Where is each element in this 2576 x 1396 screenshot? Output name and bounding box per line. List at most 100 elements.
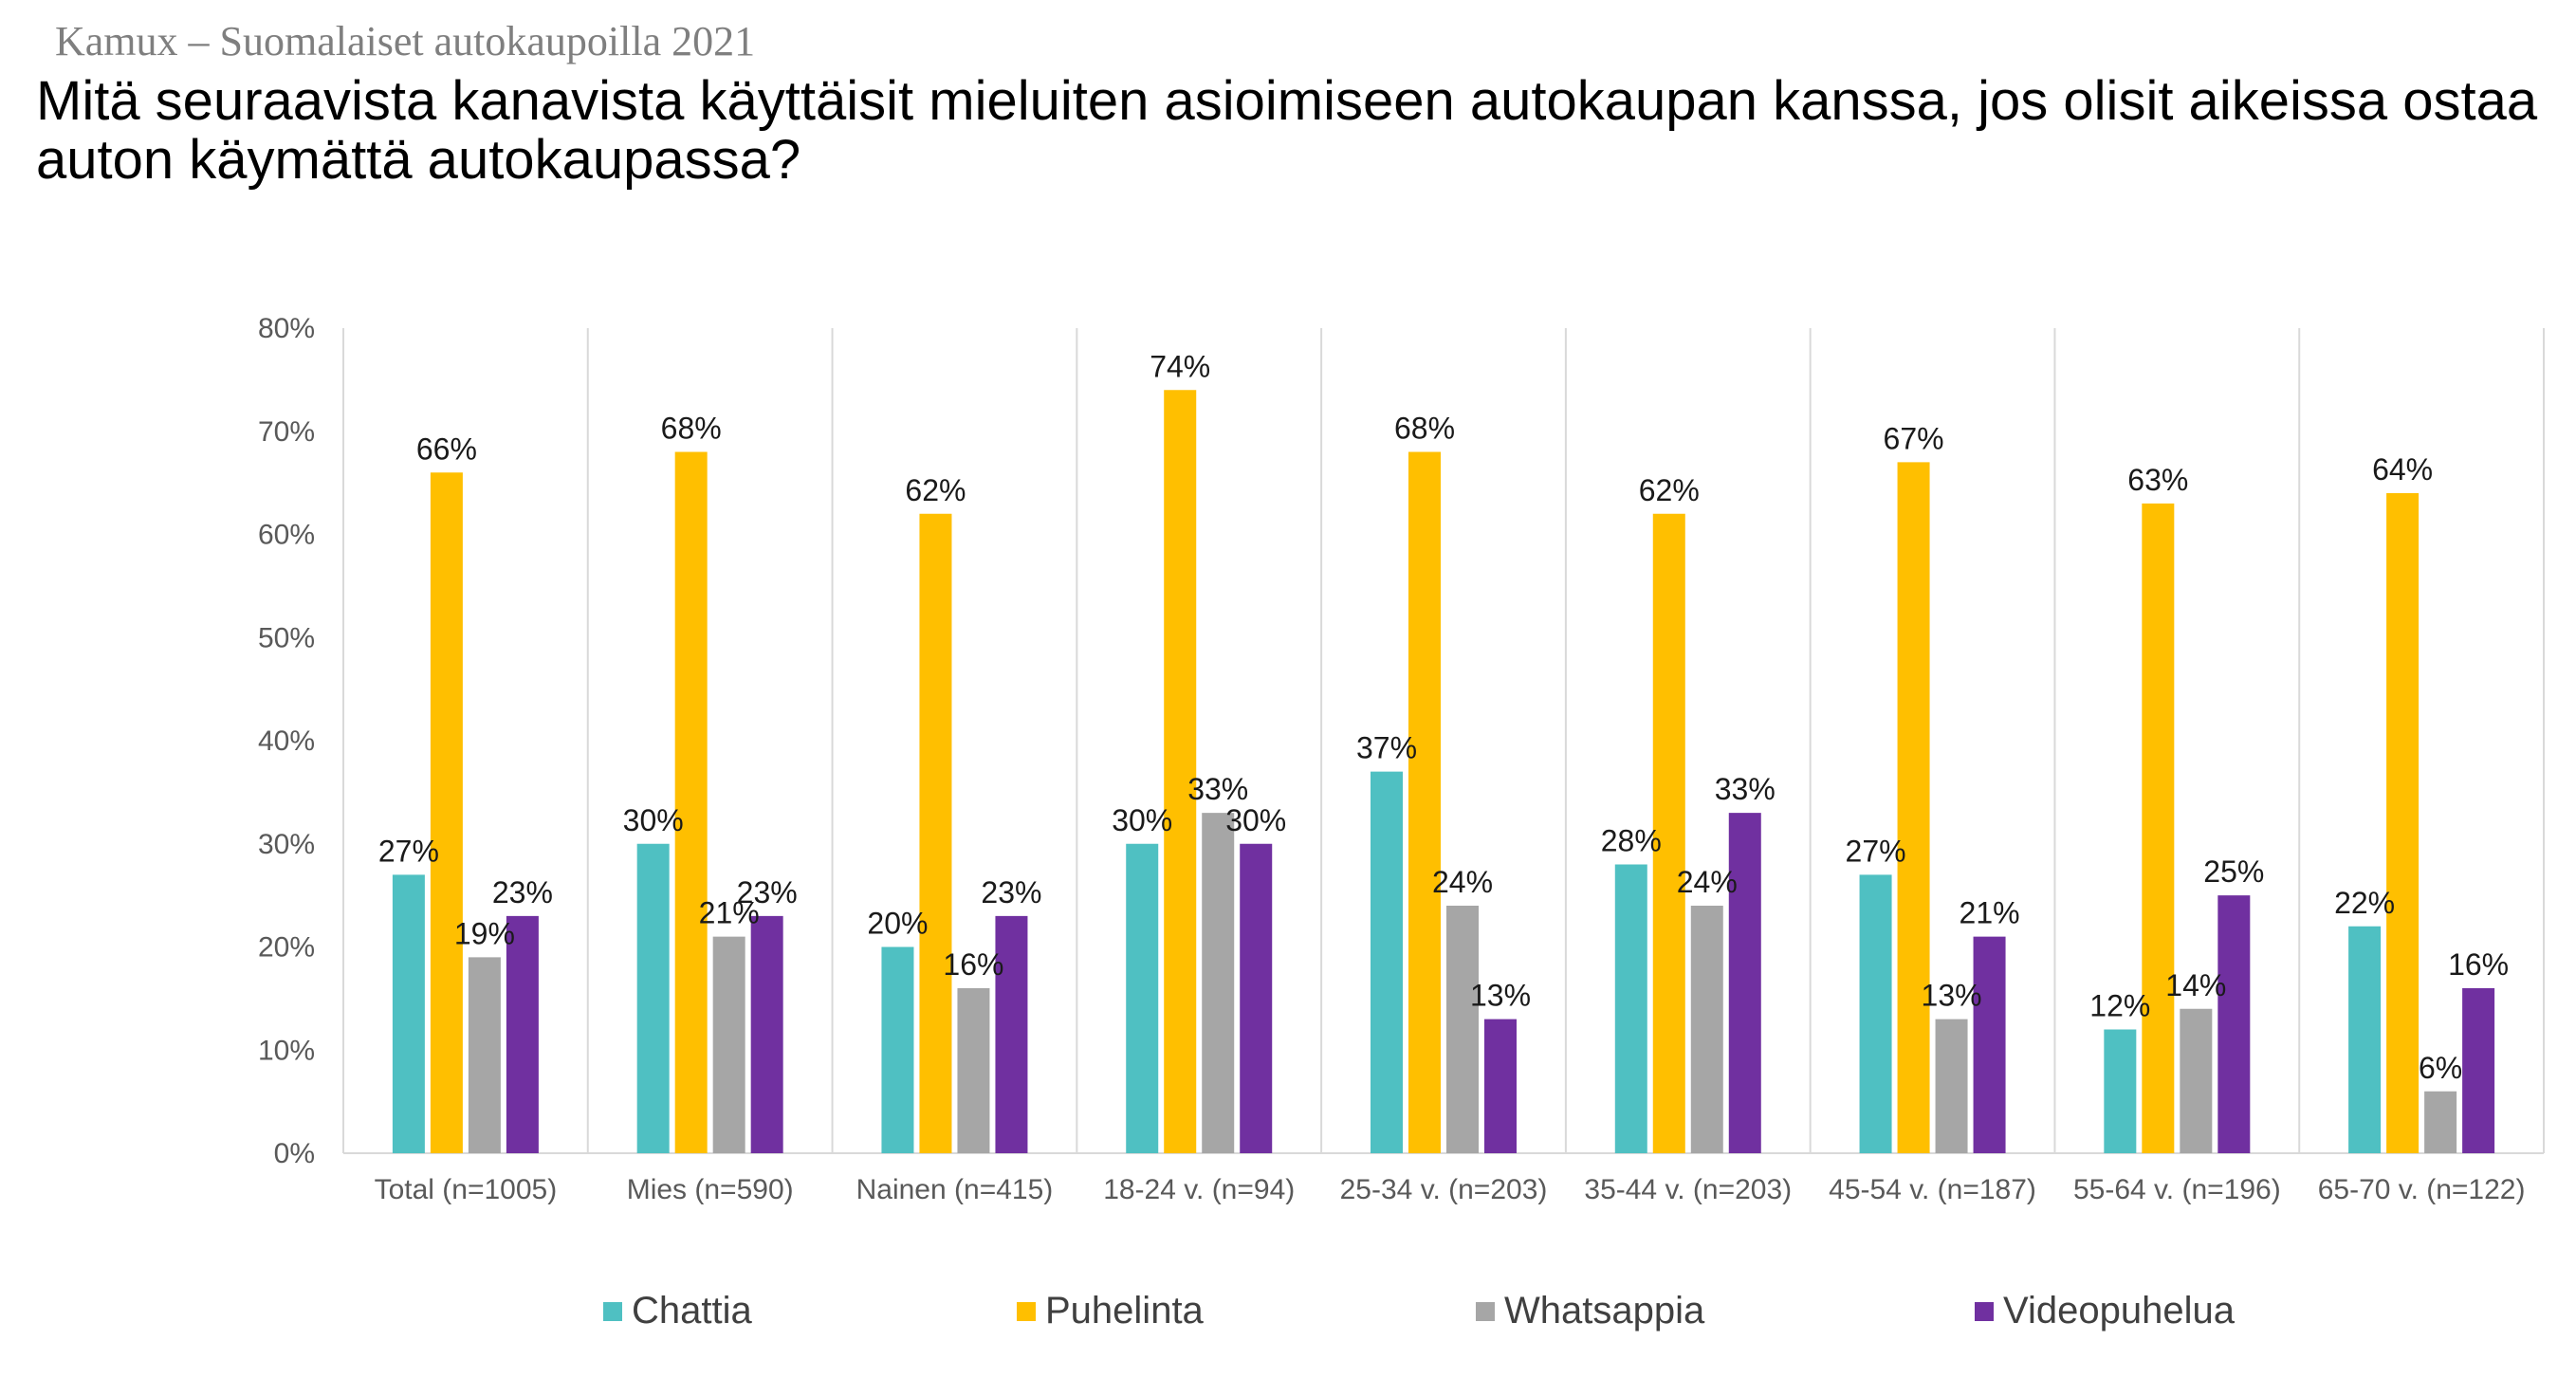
data-label: 28% [1601,824,1662,858]
data-label: 23% [737,875,798,909]
data-label: 30% [623,803,684,837]
y-tick-label: 50% [258,622,315,653]
legend-swatch [603,1302,622,1321]
x-tick-label: 18-24 v. (n=94) [1103,1174,1295,1205]
bar [957,988,990,1153]
bar [1126,843,1159,1153]
legend: Chattia Puhelinta Whatsappia Videopuhelua [603,1290,2236,1332]
bar [1859,874,1892,1153]
plot-frame [342,328,2545,1154]
data-label: 64% [2372,452,2433,487]
x-axis: Total (n=1005) Mies (n=590) Nainen (n=415)… [375,1174,2526,1205]
data-label: 30% [1112,803,1172,837]
x-tick-label: 35-44 v. (n=203) [1584,1174,1792,1205]
bar [1973,936,2006,1153]
bar [2104,1029,2137,1153]
bar [712,936,745,1153]
legend-swatch [1017,1302,1036,1321]
bar [468,957,501,1153]
bar [2424,1091,2457,1153]
bar [1728,813,1761,1153]
x-tick-label: Total (n=1005) [375,1174,558,1205]
legend-label: Chattia [632,1290,752,1332]
bar [1690,906,1723,1153]
data-label: 14% [2165,968,2226,1002]
x-tick-label: 45-54 v. (n=187) [1829,1174,2036,1205]
bar [636,843,670,1153]
data-label: 23% [492,875,553,909]
bar [506,915,539,1153]
bar [2180,1008,2213,1153]
bar [2217,895,2251,1153]
bar [430,472,463,1153]
y-tick-label: 70% [258,416,315,448]
data-label: 74% [1150,349,1210,383]
data-label: 37% [1356,731,1417,765]
data-label: 16% [2448,947,2509,982]
y-tick-label: 10% [258,1035,315,1066]
bar [919,513,952,1153]
data-label: 30% [1225,803,1286,837]
y-tick-label: 40% [258,726,315,757]
bar [1614,864,1647,1153]
y-tick-label: 80% [258,313,315,344]
bar [995,915,1028,1153]
source-caption: Kamux – Suomalaiset autokaupoilla 2021 [55,18,756,64]
bar [2462,988,2495,1153]
bar [1202,813,1235,1153]
y-tick-label: 0% [274,1138,315,1169]
data-label: 16% [943,947,1003,982]
x-tick-label: 65-70 v. (n=122) [2318,1174,2526,1205]
data-labels: 27%66%19%23%30%68%21%23%20%62%16%23%30%7… [378,349,2509,1085]
chart-title: Mitä seuraavista kanavista käyttäisit mi… [36,70,2538,191]
bar [1935,1019,1968,1153]
bar [674,451,708,1153]
bar [2386,493,2420,1153]
x-tick-label: 25-34 v. (n=203) [1340,1174,1548,1205]
bar [1446,906,1479,1153]
data-label: 13% [1470,979,1531,1013]
data-label: 68% [1394,412,1455,446]
bar [2142,503,2175,1153]
x-tick-label: Mies (n=590) [627,1174,794,1205]
bar [1652,513,1685,1153]
data-label: 62% [905,473,966,507]
data-label: 33% [1187,772,1248,806]
bar [392,874,425,1153]
bar [1240,843,1273,1153]
data-label: 66% [416,432,477,466]
data-label: 25% [2203,854,2264,889]
bar [2348,926,2382,1153]
bar [750,915,783,1153]
data-label: 24% [1677,865,1738,899]
x-tick-label: Nainen (n=415) [856,1174,1054,1205]
x-tick-label: 55-64 v. (n=196) [2073,1174,2281,1205]
data-label: 33% [1715,772,1776,806]
data-label: 19% [454,916,515,950]
data-label: 22% [2334,886,2395,920]
data-label: 67% [1884,421,1944,455]
bar [1897,462,1930,1153]
y-axis: 0% 10% 20% 30% 40% 50% 60% 70% 80% [258,313,315,1169]
legend-label: Whatsappia [1504,1290,1705,1332]
data-label: 24% [1432,865,1493,899]
data-label: 27% [378,834,439,868]
bar [1484,1019,1517,1153]
legend-label: Videopuhelua [2003,1290,2236,1332]
data-label: 21% [699,896,760,930]
bar [881,946,914,1153]
data-label: 21% [1960,896,2020,930]
legend-swatch [1476,1302,1495,1321]
legend-label: Puhelinta [1045,1290,1205,1332]
bars [392,390,2495,1153]
y-tick-label: 20% [258,932,315,964]
data-label: 12% [2089,989,2150,1023]
data-label: 63% [2127,463,2188,497]
data-label: 13% [1922,979,1982,1013]
legend-swatch [1975,1302,1994,1321]
data-label: 62% [1639,473,1700,507]
y-tick-label: 30% [258,829,315,860]
data-label: 27% [1846,834,1906,868]
bar [1371,771,1403,1153]
